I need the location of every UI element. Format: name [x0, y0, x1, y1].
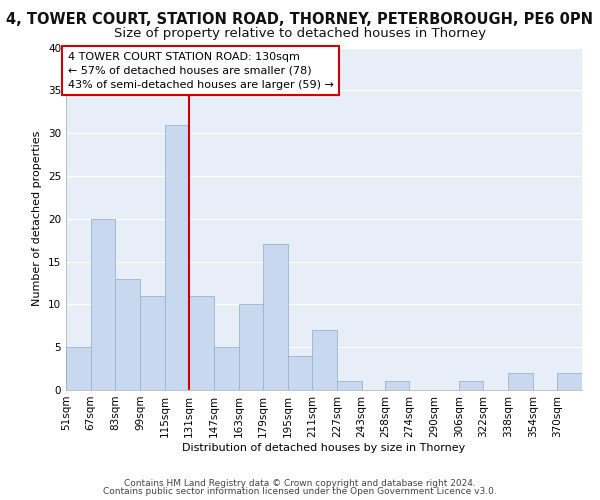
Bar: [459, 382, 484, 390]
Bar: [140, 296, 164, 390]
Bar: [239, 304, 263, 390]
Bar: [164, 124, 189, 390]
Y-axis label: Number of detached properties: Number of detached properties: [32, 131, 43, 306]
Bar: [385, 382, 409, 390]
Bar: [337, 382, 362, 390]
Text: 4, TOWER COURT, STATION ROAD, THORNEY, PETERBOROUGH, PE6 0PN: 4, TOWER COURT, STATION ROAD, THORNEY, P…: [7, 12, 593, 28]
Bar: [557, 373, 582, 390]
Text: Contains HM Land Registry data © Crown copyright and database right 2024.: Contains HM Land Registry data © Crown c…: [124, 478, 476, 488]
Text: Contains public sector information licensed under the Open Government Licence v3: Contains public sector information licen…: [103, 487, 497, 496]
Bar: [288, 356, 313, 390]
Bar: [313, 330, 337, 390]
Bar: [263, 244, 288, 390]
Bar: [91, 219, 115, 390]
X-axis label: Distribution of detached houses by size in Thorney: Distribution of detached houses by size …: [182, 442, 466, 452]
Text: Size of property relative to detached houses in Thorney: Size of property relative to detached ho…: [114, 28, 486, 40]
Bar: [189, 296, 214, 390]
Bar: [508, 373, 533, 390]
Bar: [214, 347, 239, 390]
Bar: [66, 347, 91, 390]
Bar: [115, 278, 140, 390]
Text: 4 TOWER COURT STATION ROAD: 130sqm
← 57% of detached houses are smaller (78)
43%: 4 TOWER COURT STATION ROAD: 130sqm ← 57%…: [68, 52, 334, 90]
